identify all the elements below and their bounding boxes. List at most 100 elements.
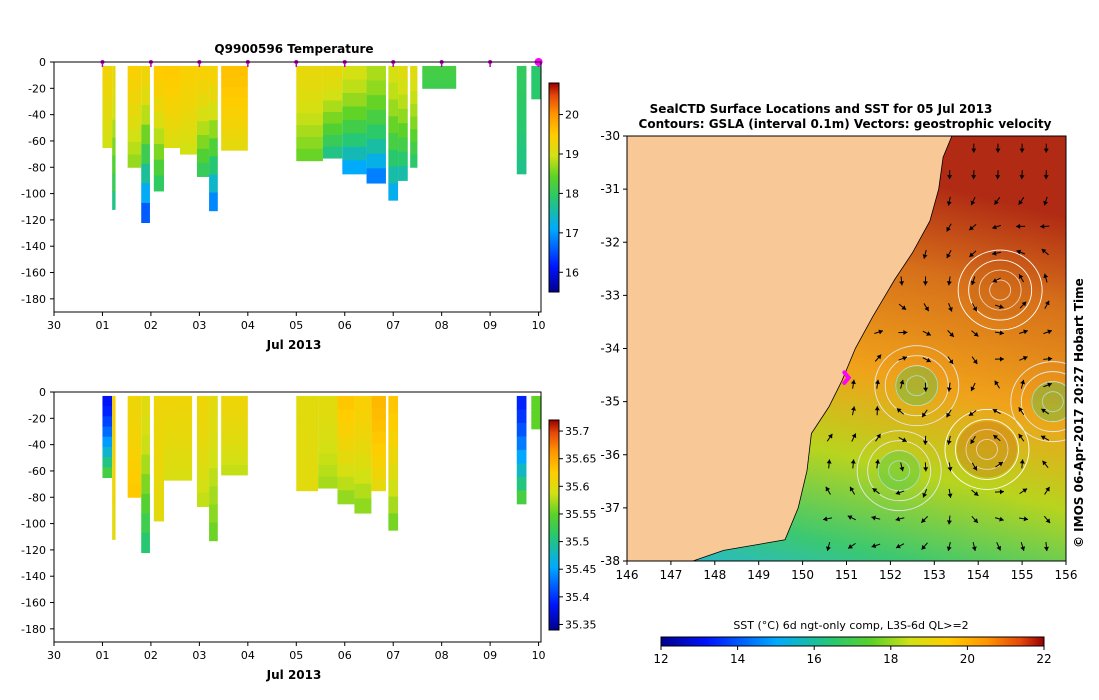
profile-cell — [112, 449, 116, 469]
velocity-vector — [1043, 143, 1049, 153]
profile-cell — [221, 129, 248, 141]
vector-head — [1018, 199, 1024, 205]
vector-head — [895, 516, 901, 522]
sst-colorbar-tick-label: 20 — [960, 652, 975, 666]
profile-cell — [371, 455, 386, 468]
profile-cell — [163, 76, 180, 87]
profile-cell — [388, 116, 399, 134]
profile-cell — [398, 137, 408, 153]
velocity-vector — [968, 224, 977, 231]
profile-cell — [371, 407, 386, 421]
profile-cell — [196, 465, 210, 480]
gsla-contour — [989, 279, 1012, 301]
profile-cell — [163, 438, 193, 450]
profile-cell — [318, 453, 338, 466]
vector-head — [1043, 148, 1049, 153]
velocity-vector — [1044, 300, 1050, 309]
salinity-colorbar — [548, 419, 560, 631]
x-tick-label: 09 — [483, 649, 497, 662]
profile-cell — [322, 146, 343, 159]
velocity-vector — [899, 462, 905, 472]
profile-cell — [196, 437, 210, 452]
vector-head — [970, 439, 975, 444]
vector-head — [999, 330, 1004, 336]
profile-cell — [102, 86, 113, 98]
profile-cell — [112, 467, 116, 487]
vector-head — [1019, 148, 1025, 153]
y-tick-label: -180 — [21, 293, 46, 306]
velocity-vector — [971, 170, 977, 180]
velocity-vector — [996, 542, 1002, 551]
profile-column — [531, 395, 541, 430]
velocity-vector — [970, 276, 976, 286]
profile-cell — [516, 463, 527, 478]
profile-cell — [388, 183, 399, 201]
velocity-vector — [1043, 273, 1049, 283]
profile-cell — [296, 478, 319, 492]
profile-cell — [112, 413, 116, 433]
profile-cell — [516, 449, 527, 464]
vector-head — [903, 330, 908, 336]
profile-cell — [102, 65, 113, 77]
profile-cell — [153, 395, 164, 413]
vector-head — [971, 148, 977, 153]
profile-cell — [153, 474, 164, 491]
profile-cell — [516, 106, 527, 121]
profile-cell — [422, 65, 457, 70]
temperature-section-panel: Q9900596 Temperature 30 01 02 03 04 05 06 07 08 0… — [21, 42, 579, 352]
gsla-contour — [944, 408, 1030, 490]
velocity-vector — [947, 356, 954, 365]
vector-head — [1019, 459, 1025, 464]
profile-cell — [102, 96, 113, 108]
profile-cell — [516, 92, 527, 107]
profile-cell — [196, 121, 210, 136]
profile-column — [221, 395, 248, 476]
vector-head — [1043, 273, 1049, 279]
profile-cell — [127, 154, 142, 168]
vector-head — [946, 412, 951, 418]
profile-cell — [221, 465, 248, 476]
profile-cell — [398, 94, 408, 110]
profile-cell — [354, 483, 372, 499]
profile-column — [342, 65, 367, 175]
y-tick-label: -20 — [28, 412, 46, 425]
velocity-vector — [920, 516, 928, 524]
vector-head — [923, 387, 929, 392]
profile-cell — [422, 71, 457, 75]
profile-cell — [179, 110, 197, 122]
velocity-vector — [850, 379, 856, 389]
profile-cell — [112, 173, 116, 192]
profile-cell — [209, 450, 218, 469]
vector-head — [1047, 356, 1053, 362]
profile-cell — [141, 415, 150, 436]
vector-head — [1040, 223, 1045, 229]
eddy-cyclonic — [1010, 361, 1066, 443]
profile-cell — [196, 93, 210, 108]
vector-head — [922, 412, 927, 418]
profile-cell — [296, 65, 323, 79]
profile-cell — [209, 102, 218, 121]
warm-core — [956, 421, 1017, 478]
profile-cell — [388, 82, 399, 100]
profile-cell — [163, 96, 180, 108]
gsla-contour — [978, 269, 1022, 311]
profile-cell — [531, 94, 541, 100]
vector-head — [1018, 274, 1024, 279]
velocity-vector — [994, 516, 1004, 522]
profile-column — [209, 65, 218, 212]
vector-head — [823, 516, 828, 522]
profile-cell — [516, 79, 527, 94]
profile-cell — [318, 442, 338, 455]
colorbar-tick-label: 17 — [565, 227, 579, 240]
profile-cell — [179, 65, 197, 78]
profile-cell — [531, 78, 541, 83]
profile-cell — [337, 409, 355, 424]
profile-cell — [296, 101, 323, 114]
profile-cell — [102, 106, 113, 118]
velocity-vector — [1042, 460, 1049, 469]
temperature-colorbar — [548, 82, 560, 293]
vector-head — [849, 486, 855, 492]
land-mass — [627, 136, 953, 561]
vector-head — [995, 148, 1001, 153]
imos-watermark: © IMOS 06-Apr-2017 20:27 Hobart Time — [1072, 278, 1086, 548]
